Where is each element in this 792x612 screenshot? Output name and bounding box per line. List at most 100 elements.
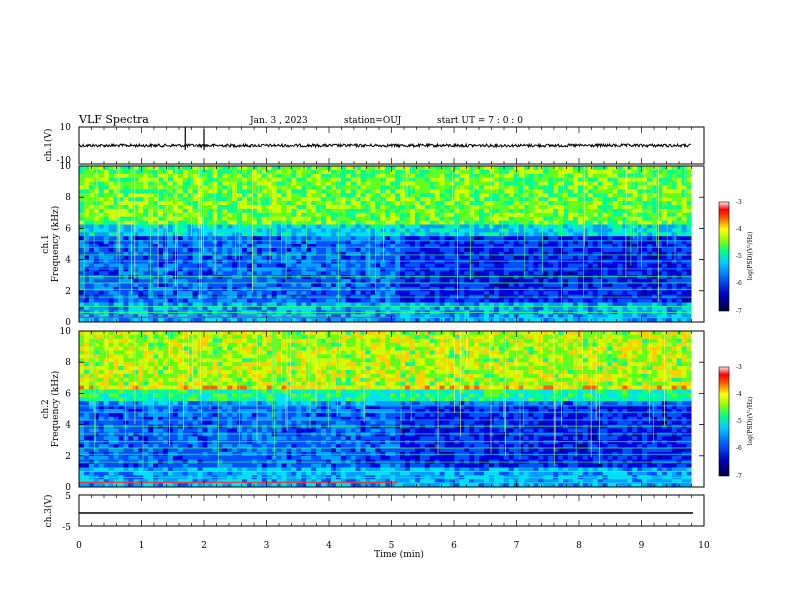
spec1-cell bbox=[464, 290, 470, 296]
spec1-cell bbox=[360, 208, 366, 214]
spec1-cell bbox=[666, 197, 673, 202]
spec1-cell bbox=[656, 216, 663, 221]
spec1-cell bbox=[88, 314, 95, 319]
spec1-cell bbox=[479, 306, 485, 311]
spec1-cell bbox=[222, 271, 228, 276]
spec1-cell bbox=[607, 279, 613, 284]
spec1-cell bbox=[661, 224, 668, 229]
spec1-cell bbox=[434, 275, 440, 280]
spec1-cell bbox=[627, 298, 633, 303]
spec1-cell bbox=[83, 201, 90, 206]
spec1-cell bbox=[400, 247, 406, 253]
spec1-cell bbox=[513, 205, 520, 210]
spec1-cell bbox=[325, 259, 332, 264]
spec1-cell bbox=[316, 302, 322, 307]
spec1-cell bbox=[345, 244, 352, 249]
spec1-cell bbox=[83, 267, 90, 272]
spec1-cell bbox=[558, 271, 564, 276]
spec1-cell bbox=[271, 212, 277, 218]
spec1-cell bbox=[380, 228, 386, 233]
spec1-cell bbox=[479, 169, 485, 175]
spec1-cell bbox=[246, 240, 253, 245]
spec1-cell bbox=[651, 212, 658, 218]
spec1-cell bbox=[385, 236, 391, 241]
spec1-cell bbox=[365, 263, 371, 268]
spec1-cell bbox=[177, 259, 184, 264]
spec1-cell bbox=[538, 314, 544, 319]
spec1-cell bbox=[281, 173, 287, 179]
spec1-cell bbox=[355, 306, 361, 311]
spec1-cell bbox=[202, 236, 208, 241]
spec1-cell bbox=[192, 263, 198, 268]
spec1-cell bbox=[454, 306, 460, 311]
spec1-cell bbox=[587, 173, 594, 179]
spec1-cell bbox=[158, 290, 164, 296]
spec1-cell bbox=[666, 255, 673, 260]
spec1-cell bbox=[429, 216, 436, 221]
spec1-cell bbox=[592, 173, 599, 179]
spec1-cell bbox=[123, 189, 129, 194]
spec1-cell bbox=[251, 173, 258, 179]
spec1-cell bbox=[83, 173, 90, 179]
spec1-cell bbox=[128, 181, 134, 186]
spec1-cell bbox=[577, 275, 584, 280]
spec1-cell bbox=[405, 302, 411, 307]
spec1-cell bbox=[434, 185, 440, 190]
spec1-cell bbox=[395, 228, 401, 233]
spec1-cell bbox=[488, 216, 495, 221]
spec1-cell bbox=[148, 302, 154, 307]
spec1-cell bbox=[454, 275, 460, 280]
spec1-cell bbox=[543, 212, 549, 218]
spec1-cell bbox=[93, 247, 100, 253]
spec1-cell bbox=[256, 205, 263, 210]
spec1-cell bbox=[656, 193, 663, 198]
spec1-cell bbox=[493, 298, 500, 303]
spec1-cell bbox=[281, 290, 287, 296]
spec1-cell bbox=[661, 263, 668, 268]
spec1-cell bbox=[291, 298, 297, 303]
spec1-cell bbox=[385, 244, 391, 249]
spec1-cell bbox=[345, 318, 352, 323]
spec1-cell bbox=[123, 267, 129, 272]
spec1-cell bbox=[671, 314, 678, 319]
spec1-cell bbox=[429, 193, 436, 198]
spec1-cell bbox=[508, 208, 515, 214]
spec1-cell bbox=[128, 216, 134, 221]
spec1-cell bbox=[553, 255, 559, 260]
spec1-cell bbox=[400, 290, 406, 296]
spec1-cell bbox=[513, 212, 520, 218]
spec1-cell bbox=[266, 232, 273, 237]
spec1-cell bbox=[661, 244, 668, 249]
spec1-cell bbox=[607, 236, 613, 241]
spec1-cell bbox=[108, 177, 114, 182]
spec1-cell bbox=[350, 224, 357, 229]
spec1-cell bbox=[217, 181, 223, 186]
spec1-cell bbox=[370, 255, 376, 260]
spec1-cell bbox=[232, 306, 238, 311]
spec1-cell bbox=[385, 228, 391, 233]
spec1-cell bbox=[597, 173, 603, 179]
spec1-cell bbox=[380, 201, 386, 206]
spec1-cell bbox=[587, 232, 594, 237]
spec1-cell bbox=[651, 216, 658, 221]
spec1-cell bbox=[622, 220, 628, 225]
spec1-cell bbox=[281, 220, 287, 225]
spec1-cell bbox=[123, 236, 129, 241]
spec1-cell bbox=[281, 271, 287, 276]
spec1-cell bbox=[414, 185, 421, 190]
spec1-cell bbox=[528, 275, 534, 280]
spec1-cell bbox=[227, 275, 233, 280]
spec1-cell bbox=[627, 302, 633, 307]
spec1-cell bbox=[414, 247, 421, 253]
spec1-cell bbox=[266, 290, 273, 296]
spec1-cell bbox=[395, 220, 401, 225]
spec1-cell bbox=[498, 193, 505, 198]
spec1-cell bbox=[316, 240, 322, 245]
spec1-cell bbox=[88, 267, 95, 272]
spec1-cell bbox=[207, 318, 213, 323]
spec1-cell bbox=[498, 318, 505, 323]
spec1-cell bbox=[370, 166, 376, 171]
spec1-cell bbox=[350, 177, 357, 182]
spec1-cell bbox=[444, 240, 450, 245]
spec1-cell bbox=[395, 283, 401, 288]
